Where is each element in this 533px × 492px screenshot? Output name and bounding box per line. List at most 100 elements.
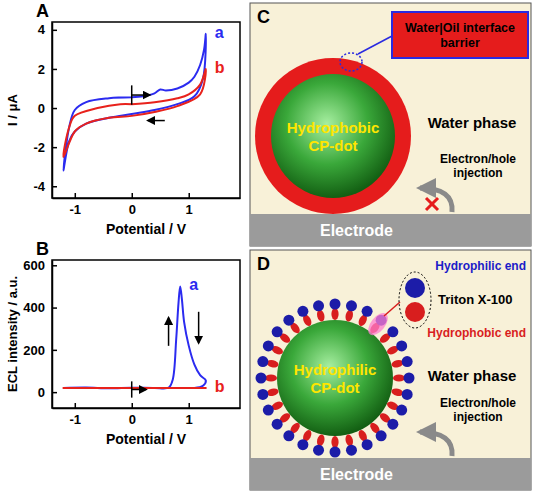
series-label: a [215, 24, 224, 41]
y-tick-mark [52, 186, 57, 188]
text-line: injection [453, 410, 502, 424]
surfactant-tail [331, 308, 338, 320]
surfactant-head [376, 430, 387, 441]
electrode-label: Electrode [320, 466, 393, 483]
scan-direction-arrow [132, 94, 150, 96]
x-tick: -1 [70, 193, 82, 217]
blocked-mark [426, 198, 438, 210]
surfactant-head [257, 389, 268, 400]
text-line: CP-dot [310, 379, 359, 396]
injection-arrow [420, 188, 452, 212]
y-axis: 0 200 400 600 [23, 258, 57, 409]
surfactant-head [387, 326, 398, 337]
plot-lines [63, 286, 205, 388]
molecule-tail [405, 302, 425, 322]
callout-box [392, 12, 528, 58]
panel-background [250, 250, 531, 490]
surfactant-tail [265, 374, 277, 381]
x-tick-mark [188, 193, 190, 198]
surfactant-head [263, 340, 274, 351]
y-tick-label: 0 [38, 385, 45, 400]
surfactant-head [396, 405, 407, 416]
surfactant-head [330, 447, 341, 458]
callout-line [358, 36, 392, 54]
y-tick-mark [52, 108, 57, 110]
x-axis-title: Potential / V [106, 221, 187, 237]
x-tick-label: -1 [70, 202, 82, 217]
figure: -101-4-2024Potential / VI / μAAab-101020… [0, 0, 533, 492]
y-tick-mark [52, 392, 57, 394]
y-tick-label: 200 [23, 343, 45, 358]
text-line: barrier [440, 36, 480, 50]
y-tick-label: 4 [38, 22, 46, 37]
y-tick-label: 2 [38, 62, 45, 77]
panel-label: A [36, 1, 49, 21]
chart-panel: -1010200400600Potential / VECL intensity… [5, 239, 241, 447]
y-tick: 200 [23, 343, 57, 358]
medium-label: Water phase [428, 114, 517, 131]
surfactant-head [283, 430, 294, 441]
surfactant-head [313, 300, 324, 311]
y-tick-mark [52, 147, 57, 149]
y-tick-label: 400 [23, 300, 45, 315]
molecule-head [405, 278, 425, 298]
y-tick: 4 [38, 22, 57, 37]
y-tick-mark [52, 69, 57, 71]
x-tick: 0 [129, 193, 136, 217]
x-tick-mark [132, 403, 134, 408]
diagram-panel: ElectrodeDHydrophilic endTriton X-100Hyd… [250, 250, 531, 490]
x-axis: -1 0 1 [53, 193, 241, 217]
x-axis-title: Potential / V [106, 431, 187, 447]
callout-line [384, 302, 400, 316]
x-axis: -101 [53, 403, 241, 427]
surfactant-head [297, 306, 308, 317]
y-tick-mark [52, 350, 57, 352]
particle-label: HydrophobicCP-dot [287, 119, 380, 154]
y-tick-label: 0 [38, 101, 45, 116]
surfactant-head [272, 419, 283, 430]
x-tick-mark [132, 193, 134, 198]
interface-highlight [340, 53, 362, 71]
text-line: Hydrophilic [294, 361, 377, 378]
x-axis-line [53, 408, 241, 410]
y-axis-line [52, 261, 54, 409]
electrode-label: Electrode [320, 222, 393, 239]
surfactant-head [297, 439, 308, 450]
plot-frame [52, 22, 240, 198]
scan-direction-arrow [168, 318, 170, 346]
x-tick-mark [75, 403, 77, 408]
y-tick: -4 [33, 179, 57, 194]
series-label: a [189, 276, 198, 293]
plot-lines [63, 34, 206, 171]
x-tick-mark [188, 403, 190, 408]
surfactant-head [346, 445, 357, 456]
series-label: b [215, 378, 225, 395]
series-line [63, 69, 206, 157]
electrode [250, 214, 531, 246]
panel-background [250, 3, 531, 246]
transfer-label: Electron/holeinjection [440, 396, 516, 424]
electrode [250, 458, 531, 490]
x-tick-label: 0 [129, 412, 136, 427]
y-tick: 0 [38, 385, 57, 400]
y-tick-mark [52, 30, 57, 32]
blocked-mark [426, 198, 438, 210]
cp-dot [271, 74, 395, 198]
surfactant-head [346, 300, 357, 311]
surfactant-head [257, 356, 268, 367]
y-tick: 600 [23, 258, 57, 273]
series-line [63, 286, 205, 388]
y-tick-mark [52, 265, 57, 267]
x-tick-label: 0 [129, 202, 136, 217]
surfactant-head [362, 306, 373, 317]
y-tick-label: 600 [23, 258, 45, 273]
y-tick-mark [52, 307, 57, 309]
series-line [63, 34, 206, 171]
plot-frame [52, 260, 240, 408]
surfactant-tail [393, 374, 405, 381]
y-tick: 2 [38, 62, 57, 77]
x-tick-label: 1 [186, 202, 193, 217]
surfactant-head [283, 315, 294, 326]
text-line: Electron/hole [440, 152, 516, 166]
x-tick-label: 1 [186, 412, 193, 427]
